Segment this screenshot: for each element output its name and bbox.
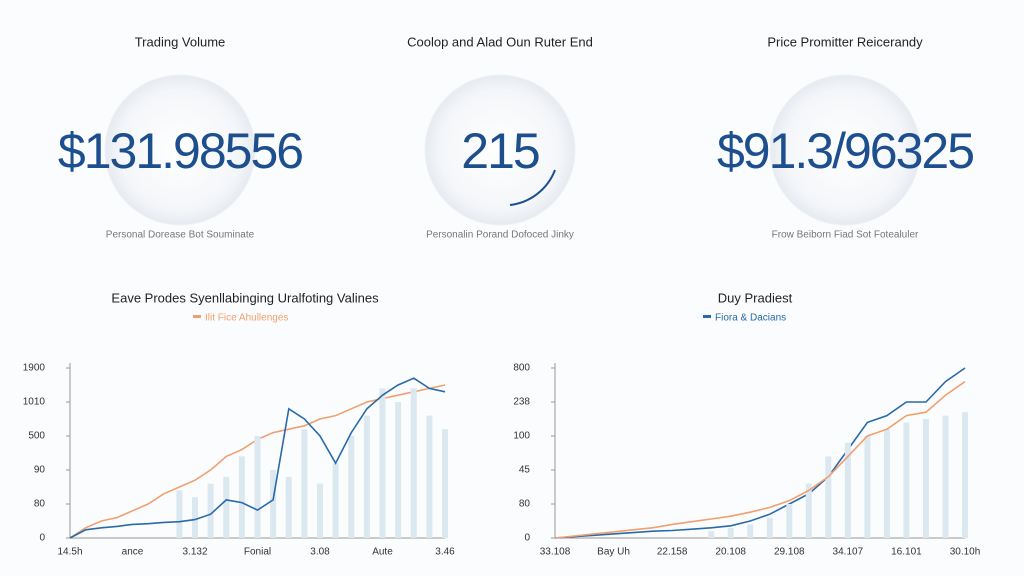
kpi-value: $131.98556 — [58, 123, 302, 179]
bar — [942, 415, 949, 538]
kpi-arc — [509, 169, 556, 206]
x-tick-label: 3.46 — [435, 547, 455, 558]
bar — [379, 388, 386, 538]
bar — [410, 388, 417, 538]
y-tick-label: 1900 — [23, 363, 46, 374]
bar — [223, 476, 230, 538]
y-tick-label: 80 — [519, 499, 531, 510]
legend-label: Ilit Fice Ahullenges — [205, 313, 288, 324]
legend-swatch — [193, 315, 201, 318]
kpi-halo — [104, 74, 256, 226]
kpi-subtitle: Frow Beiborn Fiad Sot Fotealuler — [772, 230, 919, 241]
x-tick-label: 3.132 — [182, 547, 207, 558]
bar — [864, 436, 871, 538]
bar — [285, 476, 292, 538]
bar — [747, 524, 754, 538]
y-tick-label: 90 — [34, 465, 46, 476]
y-tick-label: 1010 — [23, 397, 46, 408]
line — [554, 380, 966, 539]
y-tick-label: 80 — [34, 499, 46, 510]
bar — [270, 470, 277, 538]
bar — [301, 429, 308, 538]
bar — [962, 412, 968, 538]
line — [69, 377, 446, 539]
y-tick-label: 0 — [39, 533, 45, 544]
kpi-title: Trading Volume — [135, 34, 226, 49]
bar — [903, 422, 910, 538]
y-tick-label: 0 — [524, 533, 530, 544]
kpi-value: $91.3/96325 — [717, 123, 973, 179]
x-tick-label: 29.108 — [774, 547, 805, 558]
legend-label: Fiora & Dacians — [715, 313, 786, 324]
x-tick-label: 33.108 — [540, 547, 571, 558]
kpi-halo — [769, 74, 921, 226]
bar — [883, 429, 890, 538]
bar — [348, 436, 355, 538]
y-tick-label: 100 — [513, 431, 530, 442]
x-tick-label: 22.158 — [657, 547, 688, 558]
bar — [192, 497, 198, 538]
bar — [317, 483, 323, 538]
x-tick-label: 14.5h — [57, 547, 82, 558]
bar — [766, 517, 773, 538]
bar — [363, 415, 370, 538]
bar — [442, 429, 448, 538]
x-tick-label: Aute — [372, 547, 393, 558]
kpi-title: Coolop and Alad Oun Ruter End — [407, 34, 593, 49]
chart-title: Eave Prodes Syenllabinging Uralfoting Va… — [111, 290, 379, 305]
bar — [238, 456, 245, 538]
kpi-value: 215 — [461, 123, 539, 179]
bar — [805, 483, 812, 538]
bar — [332, 463, 339, 538]
x-tick-label: ance — [122, 547, 144, 558]
bar — [727, 527, 734, 538]
x-tick-label: 30.10h — [950, 547, 981, 558]
x-tick-label: 3.08 — [310, 547, 330, 558]
y-tick-label: 45 — [519, 465, 531, 476]
x-tick-label: 20.108 — [715, 547, 746, 558]
kpi-title: Price Promitter Reicerandy — [767, 34, 923, 49]
bar — [825, 456, 832, 538]
bar — [426, 415, 433, 538]
x-tick-label: Bay Uh — [597, 547, 630, 558]
bar — [207, 483, 214, 538]
bar — [176, 490, 183, 538]
bar — [786, 504, 793, 538]
bar — [922, 419, 929, 538]
bar — [844, 442, 851, 538]
x-tick-label: Fonial — [244, 547, 271, 558]
line — [554, 367, 966, 539]
y-tick-label: 500 — [28, 431, 45, 442]
kpi-subtitle: Personal Dorease Bot Souminate — [106, 230, 255, 241]
kpi-subtitle: Personalin Porand Dofoced Jinky — [426, 230, 574, 241]
kpi-halo — [424, 74, 576, 226]
y-tick-label: 238 — [513, 397, 530, 408]
bar — [708, 531, 715, 538]
x-tick-label: 16.101 — [891, 547, 922, 558]
x-tick-label: 34.107 — [833, 547, 864, 558]
chart-title: Duy Pradiest — [718, 290, 793, 305]
legend-swatch — [703, 315, 711, 318]
y-tick-label: 800 — [513, 363, 530, 374]
bar — [254, 436, 261, 538]
bar — [395, 402, 402, 538]
